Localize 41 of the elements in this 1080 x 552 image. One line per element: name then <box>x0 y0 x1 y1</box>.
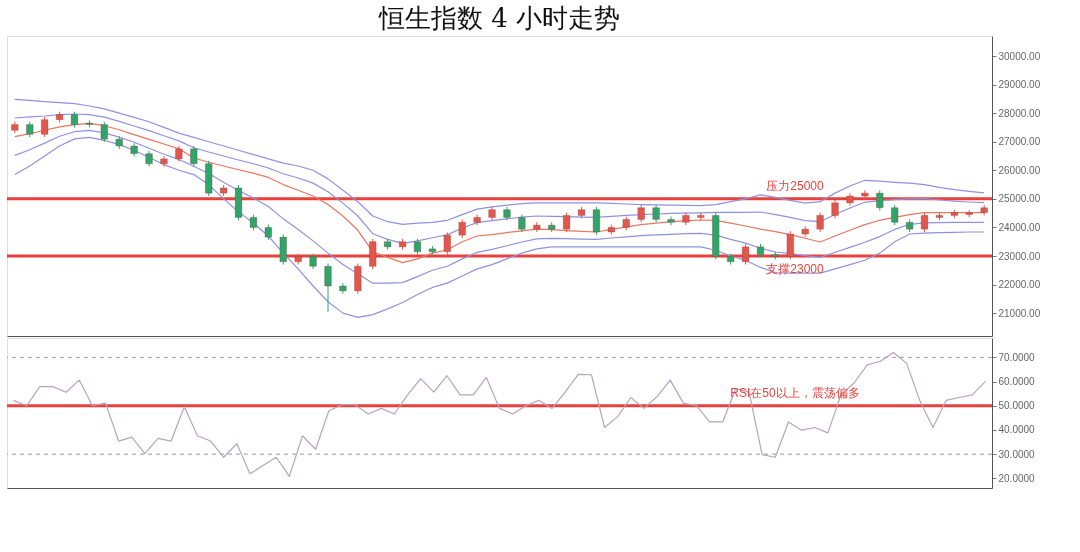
candlestick <box>41 116 49 138</box>
y-tick-label: 21000.00 <box>998 307 1041 319</box>
candlestick <box>921 212 929 233</box>
candlestick <box>742 243 750 266</box>
chart-title: 恒生指数 4 小时走势 <box>377 3 621 33</box>
y-tick-label: 50.0000 <box>998 400 1036 412</box>
candlestick <box>831 199 839 219</box>
y-tick-label: 24000.00 <box>998 221 1041 233</box>
candlestick <box>891 204 899 226</box>
y-tick-label: 29000.00 <box>998 79 1041 91</box>
y-tick-label: 27000.00 <box>998 136 1041 148</box>
y-tick-label: 30000.00 <box>998 50 1041 62</box>
candlestick <box>786 230 794 260</box>
y-tick-label: 60.0000 <box>998 376 1036 388</box>
candlestick <box>190 145 198 168</box>
candlestick <box>443 231 451 256</box>
ref-line-label: 支撑23000 <box>766 262 825 276</box>
y-tick-label: 28000.00 <box>998 107 1041 119</box>
candlestick <box>876 189 884 212</box>
line-series <box>14 129 985 284</box>
candlestick <box>458 218 466 239</box>
y-tick-label: 40.0000 <box>998 424 1036 436</box>
candlestick <box>563 212 571 233</box>
line-series <box>12 351 987 477</box>
y-tick-label: 30.0000 <box>998 448 1036 460</box>
y-tick-label: 22000.00 <box>998 279 1041 291</box>
ref-line-label: 压力25000 <box>766 178 825 193</box>
candlestick <box>100 121 108 143</box>
ref-line-label: RSI在50以上，震荡偏多 <box>730 385 860 400</box>
y-tick-label: 25000.00 <box>998 193 1041 205</box>
line-series <box>14 113 985 245</box>
line-series <box>14 98 985 225</box>
candlestick <box>816 212 824 233</box>
y-tick-label: 70.0000 <box>998 351 1036 363</box>
candlestick <box>324 262 332 313</box>
line-series <box>14 136 985 319</box>
y-tick-label: 26000.00 <box>998 164 1041 176</box>
y-tick-label: 23000.00 <box>998 250 1041 262</box>
candlestick <box>592 206 600 236</box>
candlestick <box>160 155 168 168</box>
y-tick-label: 20.0000 <box>998 472 1036 484</box>
